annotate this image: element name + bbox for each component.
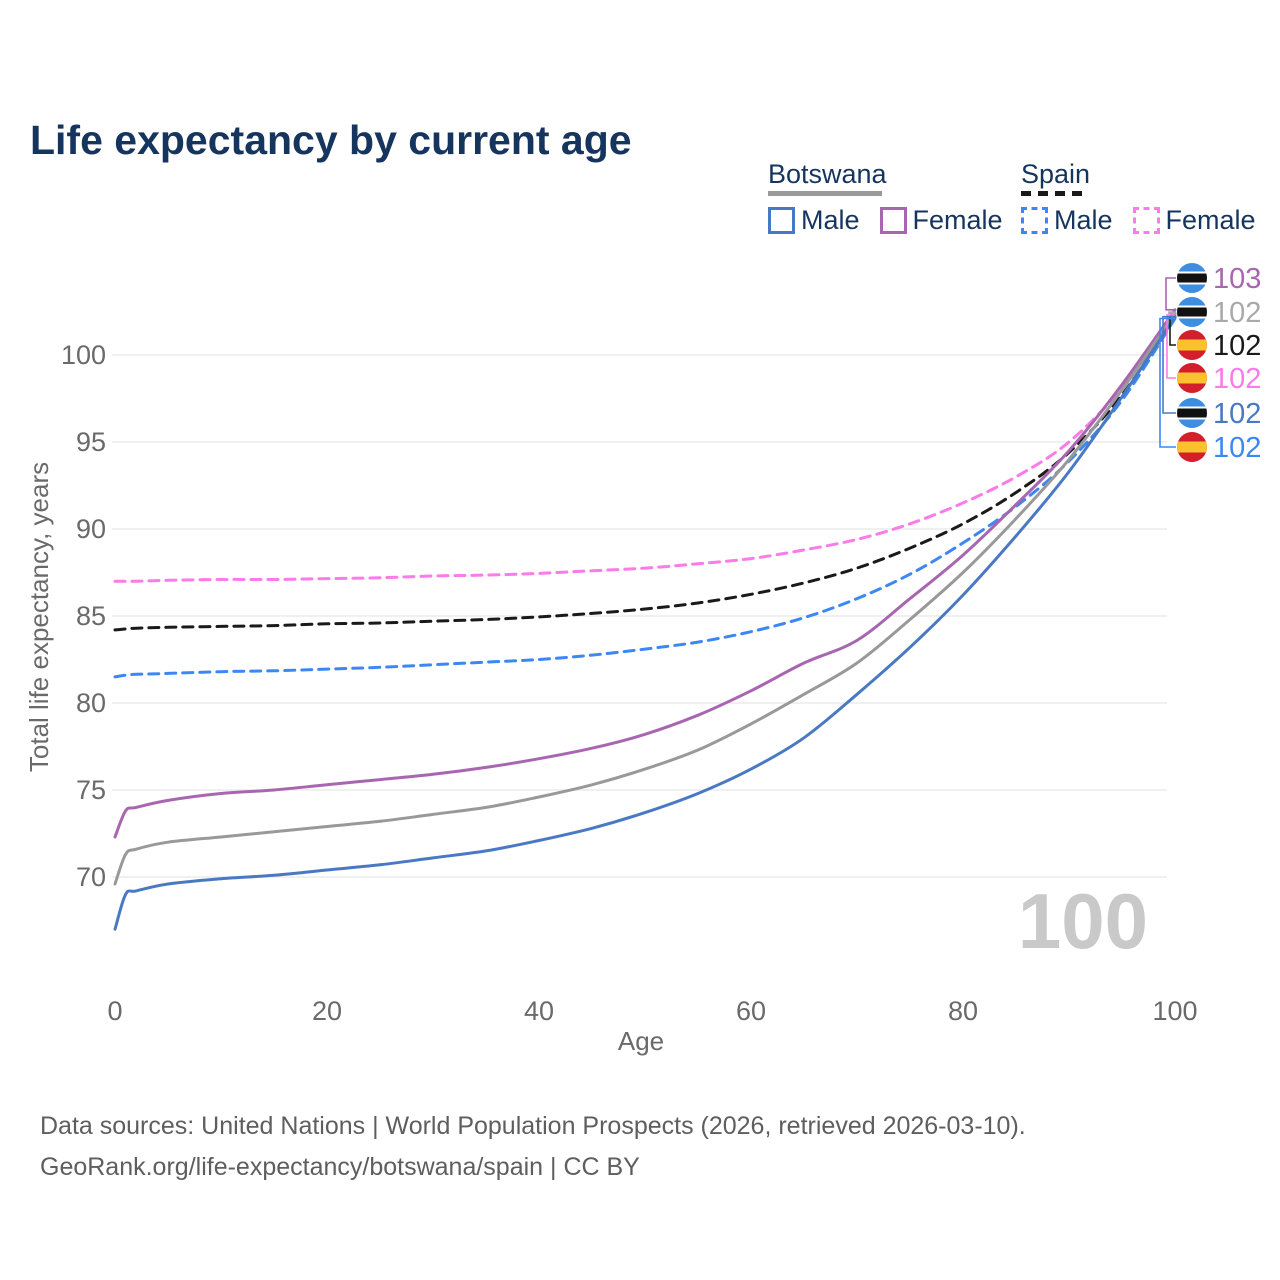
series-line-es_male[interactable] (113, 317, 1177, 679)
series-end-value: 102 (1213, 398, 1261, 430)
spain-flag-icon (1177, 432, 1207, 462)
age-watermark: 100 (1018, 877, 1148, 965)
x-tick-label: 0 (107, 996, 122, 1026)
legend-country-underline (1021, 191, 1083, 196)
legend-country-underline (768, 191, 882, 196)
legend-item-spain-female[interactable]: Female (1132, 205, 1256, 236)
label-connector (1159, 317, 1176, 448)
y-axis-title: Total life expectancy, years (24, 462, 54, 772)
page-title: Life expectancy by current age (30, 117, 632, 164)
y-tick-label: 90 (76, 514, 106, 544)
legend-group-botswana: Botswana Male Female (768, 160, 1023, 236)
legend-country-label[interactable]: Botswana (768, 159, 887, 189)
spain-flag-icon (1177, 363, 1207, 393)
x-tick-label: 80 (948, 996, 978, 1026)
series-line-bw_female[interactable] (113, 308, 1177, 839)
legend-row: Male Female (1021, 205, 1276, 236)
legend-item-spain-male[interactable]: Male (1021, 205, 1113, 236)
series-end-value: 102 (1213, 330, 1261, 362)
legend-country-label[interactable]: Spain (1021, 159, 1091, 189)
series-end-value: 102 (1213, 297, 1261, 329)
label-connector (1162, 315, 1176, 414)
legend-item-botswana-female[interactable]: Female (879, 205, 1003, 236)
y-tick-label: 95 (76, 427, 106, 457)
label-connector (1166, 314, 1176, 379)
label-connector (1168, 311, 1176, 314)
x-tick-label: 40 (524, 996, 554, 1026)
series-line-bw_male[interactable] (113, 315, 1177, 931)
y-tick-label: 85 (76, 601, 106, 631)
legend-row: Male Female (768, 205, 1023, 236)
series-end-value: 103 (1213, 263, 1261, 295)
footer: Data sources: United Nations | World Pop… (40, 1106, 1026, 1188)
label-connector (1165, 277, 1176, 311)
legend-item-label: Female (1165, 205, 1256, 235)
chart-legend: Botswana Male Female Spain Male Female (0, 160, 1280, 240)
legend-item-label: Female (912, 205, 1003, 235)
series-line-es_female[interactable] (113, 313, 1177, 583)
legend-swatch-icon (768, 207, 795, 234)
spain-flag-icon (1177, 330, 1207, 360)
legend-item-label: Male (801, 205, 860, 235)
source-url-text: GeoRank.org/life-expectancy/botswana/spa… (40, 1153, 640, 1181)
botswana-flag-icon (1177, 263, 1207, 293)
legend-item-label: Male (1054, 205, 1113, 235)
x-tick-label: 60 (736, 996, 766, 1026)
legend-swatch-icon (1021, 207, 1048, 234)
y-tick-label: 100 (61, 340, 106, 370)
legend-swatch-icon (879, 207, 907, 234)
series-line-es_all[interactable] (113, 315, 1177, 632)
legend-group-spain: Spain Male Female (1021, 160, 1276, 236)
x-tick-label: 20 (312, 996, 342, 1026)
legend-swatch-icon (1132, 207, 1160, 234)
legend-item-botswana-male[interactable]: Male (768, 205, 860, 236)
data-sources-text: Data sources: United Nations | World Pop… (40, 1112, 1026, 1140)
series-end-value: 102 (1213, 363, 1261, 395)
y-tick-label: 80 (76, 688, 106, 718)
y-tick-label: 70 (76, 862, 106, 892)
botswana-flag-icon (1177, 398, 1207, 428)
botswana-flag-icon (1177, 297, 1207, 327)
series-line-bw_all[interactable] (113, 311, 1177, 886)
y-tick-label: 75 (76, 775, 106, 805)
series-end-value: 102 (1213, 432, 1261, 464)
x-axis-title: Age (618, 1026, 664, 1056)
x-tick-label: 100 (1152, 996, 1197, 1026)
